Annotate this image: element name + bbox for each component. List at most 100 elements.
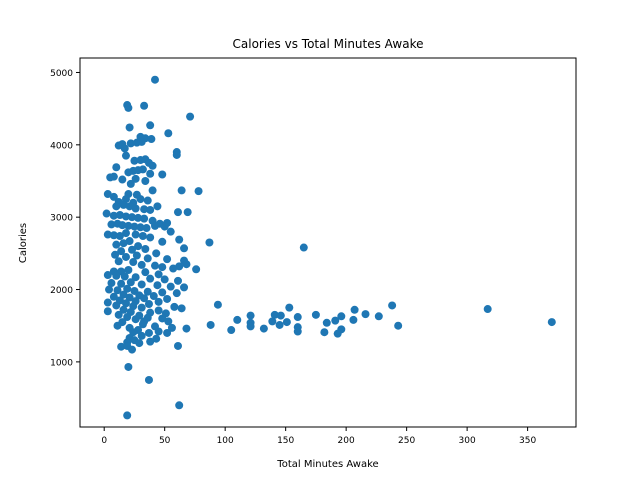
data-point bbox=[112, 271, 121, 280]
data-point bbox=[175, 235, 184, 244]
data-point bbox=[126, 278, 135, 287]
data-point bbox=[125, 202, 134, 211]
data-point bbox=[138, 165, 147, 174]
data-point bbox=[374, 312, 383, 321]
data-point bbox=[173, 208, 182, 217]
y-tick-label: 2000 bbox=[50, 286, 73, 296]
data-point bbox=[126, 179, 135, 188]
data-point bbox=[322, 318, 331, 327]
x-axis-ticks: 0 50 100 150 200 250 300 350 bbox=[101, 427, 536, 446]
data-point bbox=[131, 273, 140, 282]
data-point bbox=[361, 310, 370, 319]
data-point bbox=[112, 301, 121, 310]
data-point bbox=[177, 186, 186, 195]
data-point bbox=[152, 249, 161, 258]
data-point bbox=[123, 313, 132, 322]
data-point bbox=[163, 294, 172, 303]
data-point bbox=[154, 270, 163, 279]
data-point bbox=[112, 163, 121, 172]
data-point bbox=[333, 329, 342, 338]
data-point bbox=[337, 312, 346, 321]
data-point bbox=[146, 205, 155, 214]
data-point bbox=[121, 299, 130, 308]
data-point bbox=[131, 315, 140, 324]
data-point bbox=[134, 213, 143, 222]
data-point bbox=[117, 279, 126, 288]
data-point bbox=[169, 264, 178, 273]
data-point bbox=[146, 169, 155, 178]
x-tick-label: 300 bbox=[459, 436, 476, 446]
data-point bbox=[331, 316, 340, 325]
y-tick-label: 4000 bbox=[50, 141, 73, 151]
data-point bbox=[154, 297, 163, 306]
data-point bbox=[285, 303, 294, 312]
data-point bbox=[114, 257, 123, 266]
data-point bbox=[299, 243, 308, 252]
data-point bbox=[268, 317, 277, 326]
data-point bbox=[194, 187, 203, 196]
data-point bbox=[121, 252, 130, 261]
data-point bbox=[118, 175, 127, 184]
data-point bbox=[151, 221, 159, 230]
y-tick-label: 5000 bbox=[50, 69, 73, 79]
data-point bbox=[141, 177, 150, 185]
data-point bbox=[180, 244, 189, 253]
data-point bbox=[158, 314, 167, 323]
data-point bbox=[112, 240, 121, 249]
data-point bbox=[349, 315, 358, 324]
data-point bbox=[138, 231, 147, 240]
data-point bbox=[164, 317, 173, 326]
y-tick-label: 3000 bbox=[50, 214, 73, 224]
data-point bbox=[128, 345, 137, 354]
data-point bbox=[134, 242, 143, 251]
data-point bbox=[270, 310, 279, 319]
data-point bbox=[136, 195, 145, 204]
data-point bbox=[143, 287, 152, 296]
data-point bbox=[140, 214, 149, 223]
data-point bbox=[117, 342, 126, 351]
data-point bbox=[246, 322, 255, 331]
data-point bbox=[111, 250, 120, 259]
data-point bbox=[146, 274, 155, 283]
data-point bbox=[151, 75, 159, 84]
data-point bbox=[175, 262, 184, 271]
data-point bbox=[293, 313, 302, 322]
data-point bbox=[172, 150, 181, 159]
data-point bbox=[103, 230, 112, 239]
x-tick-label: 100 bbox=[217, 436, 234, 446]
x-tick-label: 0 bbox=[101, 436, 107, 446]
data-point bbox=[152, 334, 161, 343]
y-axis-ticks: 1000 2000 3000 4000 5000 bbox=[50, 69, 80, 368]
data-point bbox=[105, 285, 114, 294]
data-point bbox=[121, 229, 130, 238]
data-point bbox=[160, 275, 169, 284]
data-point bbox=[137, 303, 146, 312]
data-point bbox=[394, 321, 403, 330]
data-point bbox=[112, 202, 121, 211]
data-point bbox=[149, 292, 158, 301]
data-point bbox=[158, 237, 167, 246]
data-point bbox=[138, 320, 147, 329]
data-point bbox=[148, 161, 157, 170]
data-point bbox=[147, 135, 156, 144]
data-point bbox=[172, 289, 181, 298]
data-point bbox=[128, 245, 137, 254]
data-point bbox=[166, 227, 175, 236]
plot-frame bbox=[79, 57, 577, 428]
data-point bbox=[109, 211, 118, 220]
data-point bbox=[119, 239, 128, 248]
data-point bbox=[109, 172, 118, 181]
data-point bbox=[136, 223, 145, 232]
data-point bbox=[163, 255, 172, 264]
data-point bbox=[103, 190, 112, 199]
data-point bbox=[131, 174, 140, 183]
data-point bbox=[109, 192, 118, 201]
data-point bbox=[137, 280, 146, 289]
data-point bbox=[143, 196, 152, 205]
data-point bbox=[282, 318, 291, 327]
data-point bbox=[143, 254, 152, 263]
x-tick-label: 150 bbox=[277, 436, 294, 446]
data-point bbox=[483, 305, 492, 314]
data-point bbox=[148, 186, 157, 195]
data-point bbox=[311, 310, 320, 319]
